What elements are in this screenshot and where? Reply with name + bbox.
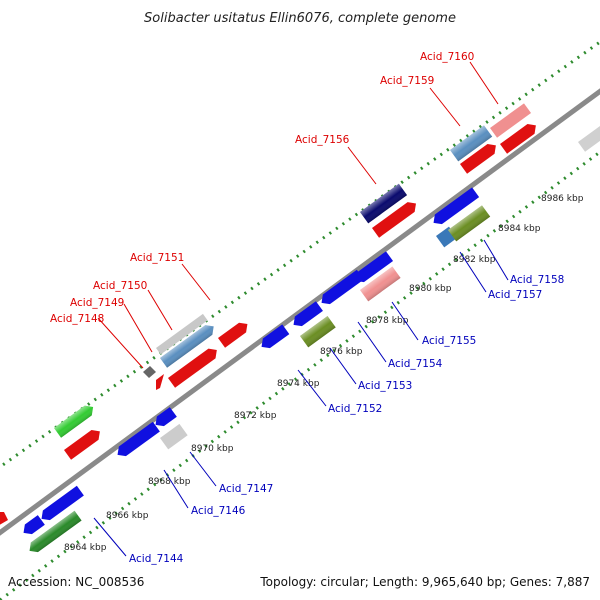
gene-arrow-7156[interactable]: [360, 183, 408, 224]
gene-label[interactable]: Acid_7156: [295, 134, 350, 146]
gene-label[interactable]: Acid_7159: [380, 75, 434, 87]
lower-dotted-track: [0, 150, 600, 600]
forward-strand-genes: [0, 103, 600, 528]
gene-arrow-7146[interactable]: [114, 421, 160, 460]
gene-label[interactable]: Acid_7152: [328, 403, 382, 415]
gene-arrow-7159b[interactable]: [460, 140, 499, 174]
gene-arrow-7158[interactable]: [448, 205, 491, 242]
gene-arrow-7149[interactable]: [156, 374, 164, 390]
genome-backbone: [0, 88, 600, 536]
gene-arrow-7144-green[interactable]: [26, 510, 82, 556]
reverse-strand-genes: [20, 187, 491, 556]
gene-arrow-7142[interactable]: [0, 512, 8, 528]
gene-arrow-7144[interactable]: [38, 485, 84, 524]
reverse-gene-labels: Acid_7144 Acid_7146 Acid_7147 Acid_7152 …: [129, 274, 564, 565]
gene-arrow-7155[interactable]: [352, 251, 394, 285]
gene-arrow-7153-green[interactable]: [300, 316, 336, 348]
gene-arrow-7156b[interactable]: [372, 199, 420, 238]
gene-arrow-7154[interactable]: [318, 269, 364, 308]
gene-arrow-7160[interactable]: [490, 103, 532, 138]
gene-label[interactable]: Acid_7148: [50, 313, 104, 325]
forward-leader-lines: [97, 61, 499, 369]
gene-label[interactable]: Acid_7153: [358, 380, 412, 392]
tick-label: 8976 kbp: [320, 347, 363, 357]
gene-label[interactable]: Acid_7157: [488, 289, 542, 301]
gene-label[interactable]: Acid_7144: [129, 553, 184, 565]
tick-label: 8984 kbp: [498, 224, 541, 234]
gene-label[interactable]: Acid_7147: [219, 483, 273, 495]
gene-arrow-7151[interactable]: [168, 345, 220, 388]
gene-arrow-7148[interactable]: [143, 366, 156, 378]
gene-label[interactable]: Acid_7154: [388, 358, 443, 370]
tick-label: 8968 kbp: [148, 477, 191, 487]
forward-gene-labels: Acid_7148 Acid_7149 Acid_7150 Acid_7151 …: [50, 51, 474, 325]
gene-arrow-7160b[interactable]: [500, 120, 539, 154]
tick-label: 8980 kbp: [409, 284, 452, 294]
gene-label[interactable]: Acid_7155: [422, 335, 476, 347]
tick-label: 8964 kbp: [64, 543, 107, 553]
tick-label: 8966 kbp: [106, 511, 149, 521]
tick-label: 8972 kbp: [234, 411, 277, 421]
gene-arrow-7159[interactable]: [450, 125, 493, 162]
tick-label: 8982 kbp: [453, 255, 496, 265]
gene-label[interactable]: Acid_7146: [191, 505, 246, 517]
accession-label: Accession: NC_008536: [8, 575, 144, 589]
tick-label: 8978 kbp: [366, 316, 409, 326]
map-title: Solibacter usitatus Ellin6076, complete …: [144, 11, 456, 26]
gene-arrow-7155-pink[interactable]: [360, 266, 401, 302]
tick-label: 8986 kbp: [541, 194, 584, 204]
gene-label[interactable]: Acid_7150: [93, 280, 147, 292]
gene-arrow-7150-grey[interactable]: [156, 313, 208, 355]
gene-arrow-7145b[interactable]: [64, 426, 103, 460]
topology-label: Topology: circular; Length: 9,965,640 bp…: [259, 575, 590, 589]
gene-arrow-7147b[interactable]: [152, 407, 177, 430]
gene-label[interactable]: Acid_7160: [420, 51, 474, 63]
tick-label: 8970 kbp: [191, 444, 234, 454]
gene-arrow-7153[interactable]: [290, 301, 323, 330]
gene-label[interactable]: Acid_7149: [70, 297, 124, 309]
gene-arrow-7152[interactable]: [258, 324, 290, 351]
gene-arrow-7161[interactable]: [578, 124, 600, 152]
gene-label[interactable]: Acid_7151: [130, 252, 184, 264]
gene-arrow-7143[interactable]: [20, 515, 45, 538]
gene-arrow-7145[interactable]: [54, 402, 97, 438]
reverse-leader-lines: [93, 239, 509, 557]
gene-label[interactable]: Acid_7158: [510, 274, 564, 286]
tick-label: 8974 kbp: [277, 379, 320, 389]
gene-arrow-7150[interactable]: [160, 322, 217, 368]
scale-ticks: 8964 kbp 8966 kbp 8968 kbp 8970 kbp 8972…: [64, 194, 584, 553]
gene-arrow-7158b[interactable]: [430, 187, 480, 227]
gene-arrow-7151b[interactable]: [218, 319, 251, 348]
gene-arrow-7147[interactable]: [160, 423, 188, 450]
